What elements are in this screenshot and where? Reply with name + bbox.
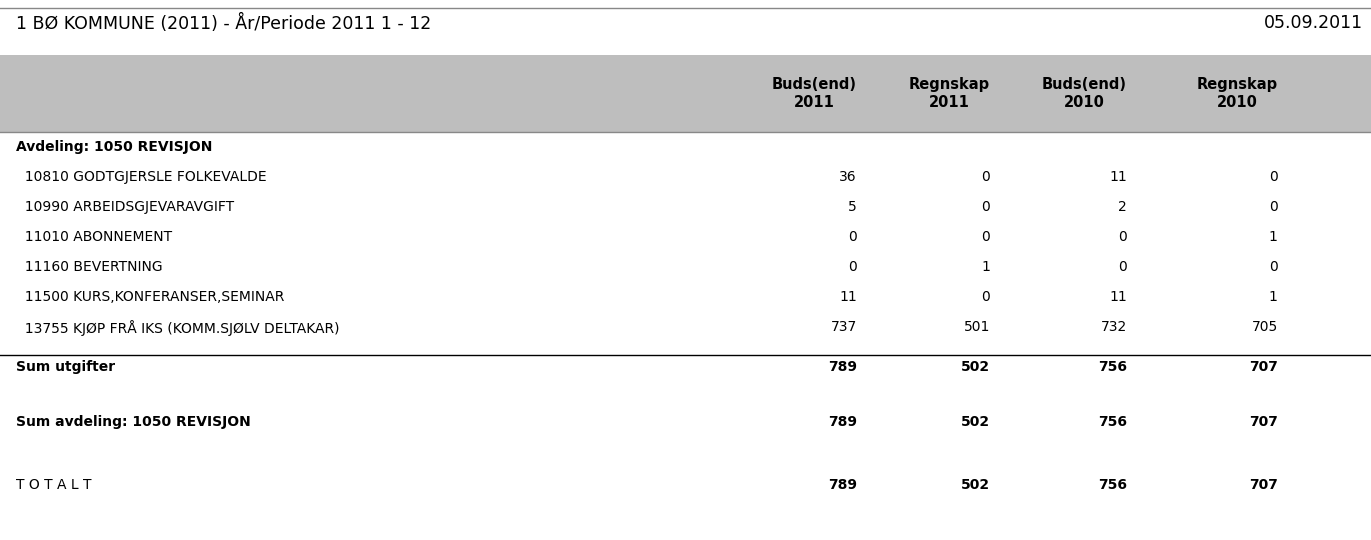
Text: 0: 0	[982, 170, 990, 184]
Text: 11: 11	[1109, 290, 1127, 304]
Text: 732: 732	[1101, 320, 1127, 334]
Text: 11500 KURS,KONFERANSER,SEMINAR: 11500 KURS,KONFERANSER,SEMINAR	[16, 290, 285, 304]
Text: Sum utgifter: Sum utgifter	[16, 360, 115, 374]
Text: 707: 707	[1249, 360, 1278, 374]
Text: 0: 0	[1119, 260, 1127, 274]
Text: 502: 502	[961, 478, 990, 492]
Text: 0: 0	[982, 290, 990, 304]
Text: 0: 0	[982, 200, 990, 214]
Text: 707: 707	[1249, 415, 1278, 429]
Text: 1: 1	[1270, 230, 1278, 244]
Text: 1 BØ KOMMUNE (2011) - År/Periode 2011 1 - 12: 1 BØ KOMMUNE (2011) - År/Periode 2011 1 …	[16, 14, 432, 33]
Text: 10810 GODTGJERSLE FOLKEVALDE: 10810 GODTGJERSLE FOLKEVALDE	[16, 170, 267, 184]
Text: 36: 36	[839, 170, 857, 184]
Text: 705: 705	[1252, 320, 1278, 334]
Text: 737: 737	[831, 320, 857, 334]
Text: 1: 1	[1270, 290, 1278, 304]
Text: 502: 502	[961, 360, 990, 374]
Bar	[0, 55, 1371, 132]
Text: Buds(end)
2011: Buds(end) 2011	[772, 77, 857, 110]
Text: 11010 ABONNEMENT: 11010 ABONNEMENT	[16, 230, 173, 244]
Text: 0: 0	[1270, 260, 1278, 274]
Text: 789: 789	[828, 478, 857, 492]
Text: Buds(end)
2010: Buds(end) 2010	[1042, 77, 1127, 110]
Text: 756: 756	[1098, 360, 1127, 374]
Text: Avdeling: 1050 REVISJON: Avdeling: 1050 REVISJON	[16, 140, 213, 154]
Text: 11: 11	[1109, 170, 1127, 184]
Text: Regnskap
2011: Regnskap 2011	[909, 77, 990, 110]
Text: 05.09.2011: 05.09.2011	[1264, 14, 1363, 32]
Text: 0: 0	[849, 260, 857, 274]
Text: 1: 1	[982, 260, 990, 274]
Text: 502: 502	[961, 415, 990, 429]
Text: 10990 ARBEIDSGJEVARAVGIFT: 10990 ARBEIDSGJEVARAVGIFT	[16, 200, 234, 214]
Text: 11: 11	[839, 290, 857, 304]
Text: T O T A L T: T O T A L T	[16, 478, 92, 492]
Text: 5: 5	[849, 200, 857, 214]
Text: 501: 501	[964, 320, 990, 334]
Text: 789: 789	[828, 360, 857, 374]
Text: 707: 707	[1249, 478, 1278, 492]
Text: 789: 789	[828, 415, 857, 429]
Text: 0: 0	[1270, 170, 1278, 184]
Text: 0: 0	[849, 230, 857, 244]
Text: 11160 BEVERTNING: 11160 BEVERTNING	[16, 260, 163, 274]
Text: 2: 2	[1119, 200, 1127, 214]
Text: 13755 KJØP FRÅ IKS (KOMM.SJØLV DELTAKAR): 13755 KJØP FRÅ IKS (KOMM.SJØLV DELTAKAR)	[16, 320, 340, 336]
Text: 756: 756	[1098, 478, 1127, 492]
Text: 0: 0	[1270, 200, 1278, 214]
Text: Sum avdeling: 1050 REVISJON: Sum avdeling: 1050 REVISJON	[16, 415, 251, 429]
Text: 756: 756	[1098, 415, 1127, 429]
Text: 0: 0	[1119, 230, 1127, 244]
Text: 0: 0	[982, 230, 990, 244]
Text: Regnskap
2010: Regnskap 2010	[1197, 77, 1278, 110]
